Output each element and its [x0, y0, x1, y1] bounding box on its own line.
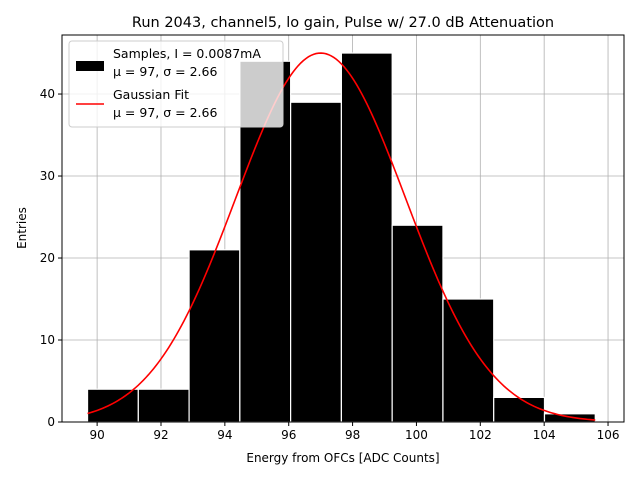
histogram-bar	[391, 224, 444, 423]
x-tick-label: 104	[533, 428, 556, 442]
x-tick-label: 96	[281, 428, 296, 442]
legend-samples-swatch	[76, 61, 104, 71]
legend-box	[68, 40, 284, 128]
axes-frame	[61, 34, 625, 423]
x-tick-label: 102	[469, 428, 492, 442]
histogram-bar	[543, 413, 596, 423]
x-tick-label: 98	[345, 428, 360, 442]
y-tick-label: 40	[40, 87, 55, 101]
histogram-bar	[86, 388, 139, 423]
chart-title: Run 2043, channel5, lo gain, Pulse w/ 27…	[132, 15, 554, 31]
histogram-bar	[188, 249, 241, 423]
x-tick-label: 94	[217, 428, 232, 442]
legend-fit-label: Gaussian Fit	[113, 87, 189, 102]
legend-samples-stats: μ = 97, σ = 2.66	[113, 64, 217, 79]
gaussian-fit-curve	[87, 52, 596, 421]
x-tick-label: 100	[405, 428, 428, 442]
y-axis-ticks: 0 10 20 30 40	[40, 87, 62, 429]
x-tick-label: 90	[89, 428, 104, 442]
y-tick-label: 0	[47, 415, 55, 429]
histogram-bar	[493, 396, 546, 423]
x-tick-label: 92	[153, 428, 168, 442]
legend-fit-stats: μ = 97, σ = 2.66	[113, 105, 217, 120]
legend-samples-label: Samples, I = 0.0087mA	[113, 46, 261, 61]
y-tick-label: 10	[40, 333, 55, 347]
y-axis-label: Entries	[15, 207, 29, 249]
histogram-bar	[442, 298, 495, 423]
histogram-bar	[290, 101, 343, 423]
x-axis-ticks: 90 92 94 96 98 100 102 104 106	[89, 422, 619, 442]
x-axis-label: Energy from OFCs [ADC Counts]	[246, 451, 439, 465]
histogram-bar	[137, 388, 190, 423]
y-tick-label: 30	[40, 169, 55, 183]
histogram-bar	[340, 52, 393, 423]
x-tick-label: 106	[597, 428, 620, 442]
legend: Samples, I = 0.0087mA μ = 97, σ = 2.66 G…	[68, 40, 284, 128]
y-tick-label: 20	[40, 251, 55, 265]
